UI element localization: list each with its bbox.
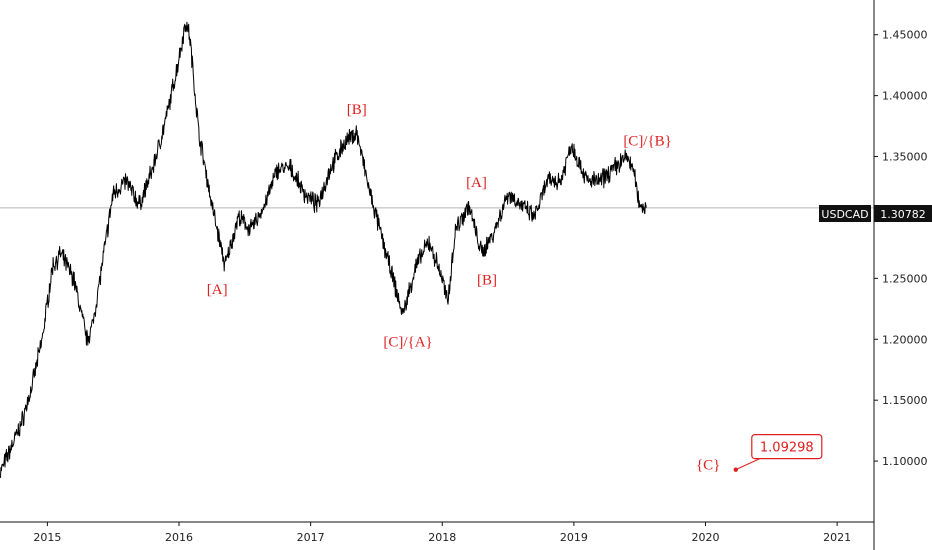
x-tick-label: 2015: [33, 531, 61, 544]
wave-label: [B]: [477, 272, 497, 288]
y-tick-label: 1.40000: [882, 90, 928, 103]
last-price-label: 1.30782: [880, 208, 926, 221]
target-value: 1.09298: [760, 441, 814, 456]
target-point: [733, 467, 738, 472]
symbol-price-tag: USDCAD 1.30782: [819, 205, 932, 222]
wave-label: [C]/{A}: [383, 335, 432, 351]
target-leader-line: [735, 458, 761, 471]
y-tick-label: 1.10000: [882, 455, 928, 468]
x-tick-label: 2017: [297, 531, 325, 544]
x-tick-label: 2020: [692, 531, 720, 544]
series-layer: [0, 21, 647, 478]
x-tick-label: 2016: [165, 531, 193, 544]
symbol-badge: [819, 205, 871, 222]
y-tick-label: 1.15000: [882, 394, 928, 407]
x-tick-label: 2019: [560, 531, 588, 544]
y-tick-label: 1.45000: [882, 29, 928, 42]
y-axis[interactable]: 1.450001.400001.350001.300001.250001.200…: [874, 29, 928, 468]
last-price-badge: [874, 205, 932, 222]
x-tick-label: 2021: [823, 531, 851, 544]
price-series-line: [0, 21, 647, 478]
y-tick-label: 1.35000: [882, 151, 928, 164]
symbol-label: USDCAD: [821, 208, 868, 221]
wave-label: [A]: [207, 282, 228, 298]
wave-label: [C]/{B}: [623, 134, 672, 150]
target-callout: 1.09298: [733, 434, 823, 472]
wave-label: [B]: [347, 102, 367, 118]
y-tick-label: 1.20000: [882, 333, 928, 346]
target-box: [751, 434, 823, 460]
wave-label: {C}: [696, 458, 720, 474]
x-axis[interactable]: 2015 2016 2017 2018 2019 2020 2021: [33, 522, 851, 544]
wave-annotations: [A] [B] [C]/{A} [A] [B] [C]/{B} {C}: [207, 102, 721, 474]
y-tick-label: 1.25000: [882, 272, 928, 285]
wave-label: [A]: [466, 175, 487, 191]
x-tick-label: 2018: [428, 531, 456, 544]
